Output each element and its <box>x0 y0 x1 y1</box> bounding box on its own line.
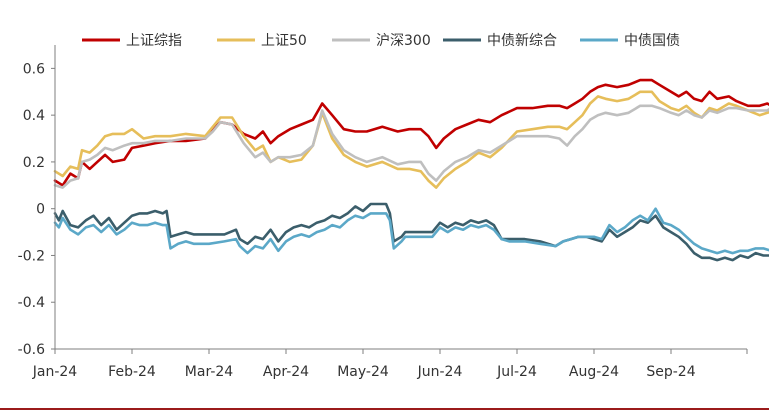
legend-label-2: 沪深300 <box>376 33 431 49</box>
plot-area <box>53 78 769 262</box>
x-tick-label: Aug-24 <box>569 364 619 380</box>
x-axis: Jan-24 Feb-24 Mar-24 Apr-24 May-24 Jun-24 Jul-… <box>32 348 748 380</box>
series-line-2 <box>53 104 769 189</box>
x-tick-label: Feb-24 <box>108 364 156 380</box>
series-line-1 <box>53 90 769 189</box>
x-tick-label: Mar-24 <box>185 364 233 380</box>
y-tick-label: -0.6 <box>18 342 45 358</box>
x-tick-label: Jul-24 <box>496 364 537 380</box>
series-line-0 <box>53 78 769 187</box>
series-line-3 <box>53 202 769 262</box>
y-tick-label: -0.4 <box>18 295 45 311</box>
x-tick-label: Jun-24 <box>417 364 463 380</box>
legend-label-4: 中债国债 <box>624 33 680 49</box>
legend-label-0: 上证综指 <box>126 33 182 49</box>
y-tick-label: 0.4 <box>23 108 45 124</box>
x-tick-label: Sep-24 <box>646 364 695 380</box>
x-tick-label: May-24 <box>337 364 389 380</box>
y-tick-label: -0.2 <box>18 248 45 264</box>
legend-label-3: 中债新综合 <box>487 33 557 49</box>
y-tick-label: 0.6 <box>23 61 45 77</box>
legend: 上证综指 上证50 沪深300 中债新综合 中债国债 <box>82 33 680 49</box>
y-tick-label: 0 <box>36 202 45 218</box>
y-axis: 0.6 0.4 0.2 0 -0.2 -0.4 -0.6 <box>18 45 56 358</box>
x-tick-label: Jan-24 <box>32 364 78 380</box>
series-line-4 <box>53 207 769 255</box>
y-tick-label: 0.2 <box>23 155 45 171</box>
legend-label-1: 上证50 <box>261 33 307 49</box>
x-tick-label: Apr-24 <box>263 364 309 380</box>
